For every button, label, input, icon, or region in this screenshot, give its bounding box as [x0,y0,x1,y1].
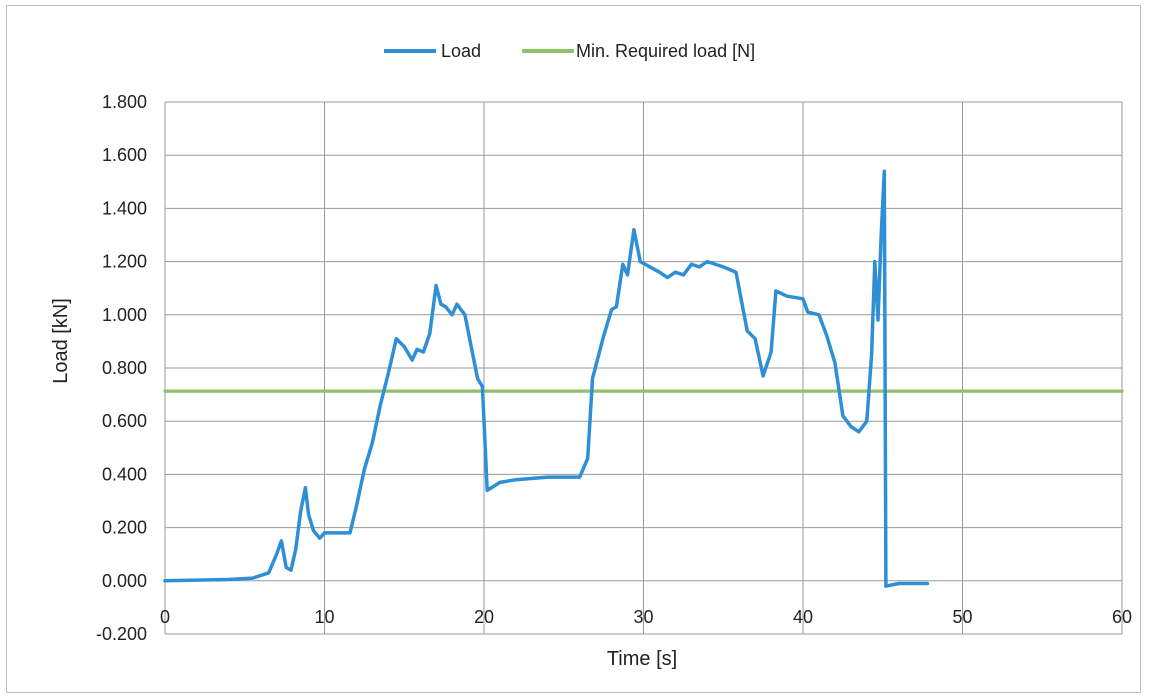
y-tick-label: 0.800 [102,358,147,378]
x-axis-ticks: 0 10 20 30 40 50 60 [160,607,1132,627]
x-tick-label: 50 [952,607,972,627]
y-tick-label: 0.600 [102,411,147,431]
y-tick-label: 1.800 [102,92,147,112]
x-tick-label: 10 [314,607,334,627]
chart-frame [6,5,1141,693]
y-tick-label: -0.200 [96,624,147,644]
y-axis-ticks: 1.800 1.600 1.400 1.200 1.000 0.800 0.600 0.400… [96,92,147,644]
legend-label-load: Load [441,41,481,61]
y-tick-label: 0.000 [102,571,147,591]
x-tick-label: 30 [633,607,653,627]
series-layer [163,169,1124,588]
series-line-load [163,169,930,588]
y-tick-label: 1.400 [102,198,147,218]
y-axis-label: Load [kN] [50,298,72,384]
x-axis-label: Time [s] [607,648,677,670]
legend: Load Min. Required load [N] [384,41,755,61]
grid [164,101,1123,635]
x-tick-label: 60 [1112,607,1132,627]
y-tick-label: 0.200 [102,518,147,538]
legend-label-min-required-load: Min. Required load [N] [576,41,755,61]
y-tick-label: 1.600 [102,145,147,165]
y-tick-label: 1.200 [102,252,147,272]
x-tick-label: 0 [160,607,170,627]
y-tick-label: 1.000 [102,305,147,325]
x-tick-label: 40 [793,607,813,627]
y-tick-label: 0.400 [102,464,147,484]
x-tick-label: 20 [474,607,494,627]
